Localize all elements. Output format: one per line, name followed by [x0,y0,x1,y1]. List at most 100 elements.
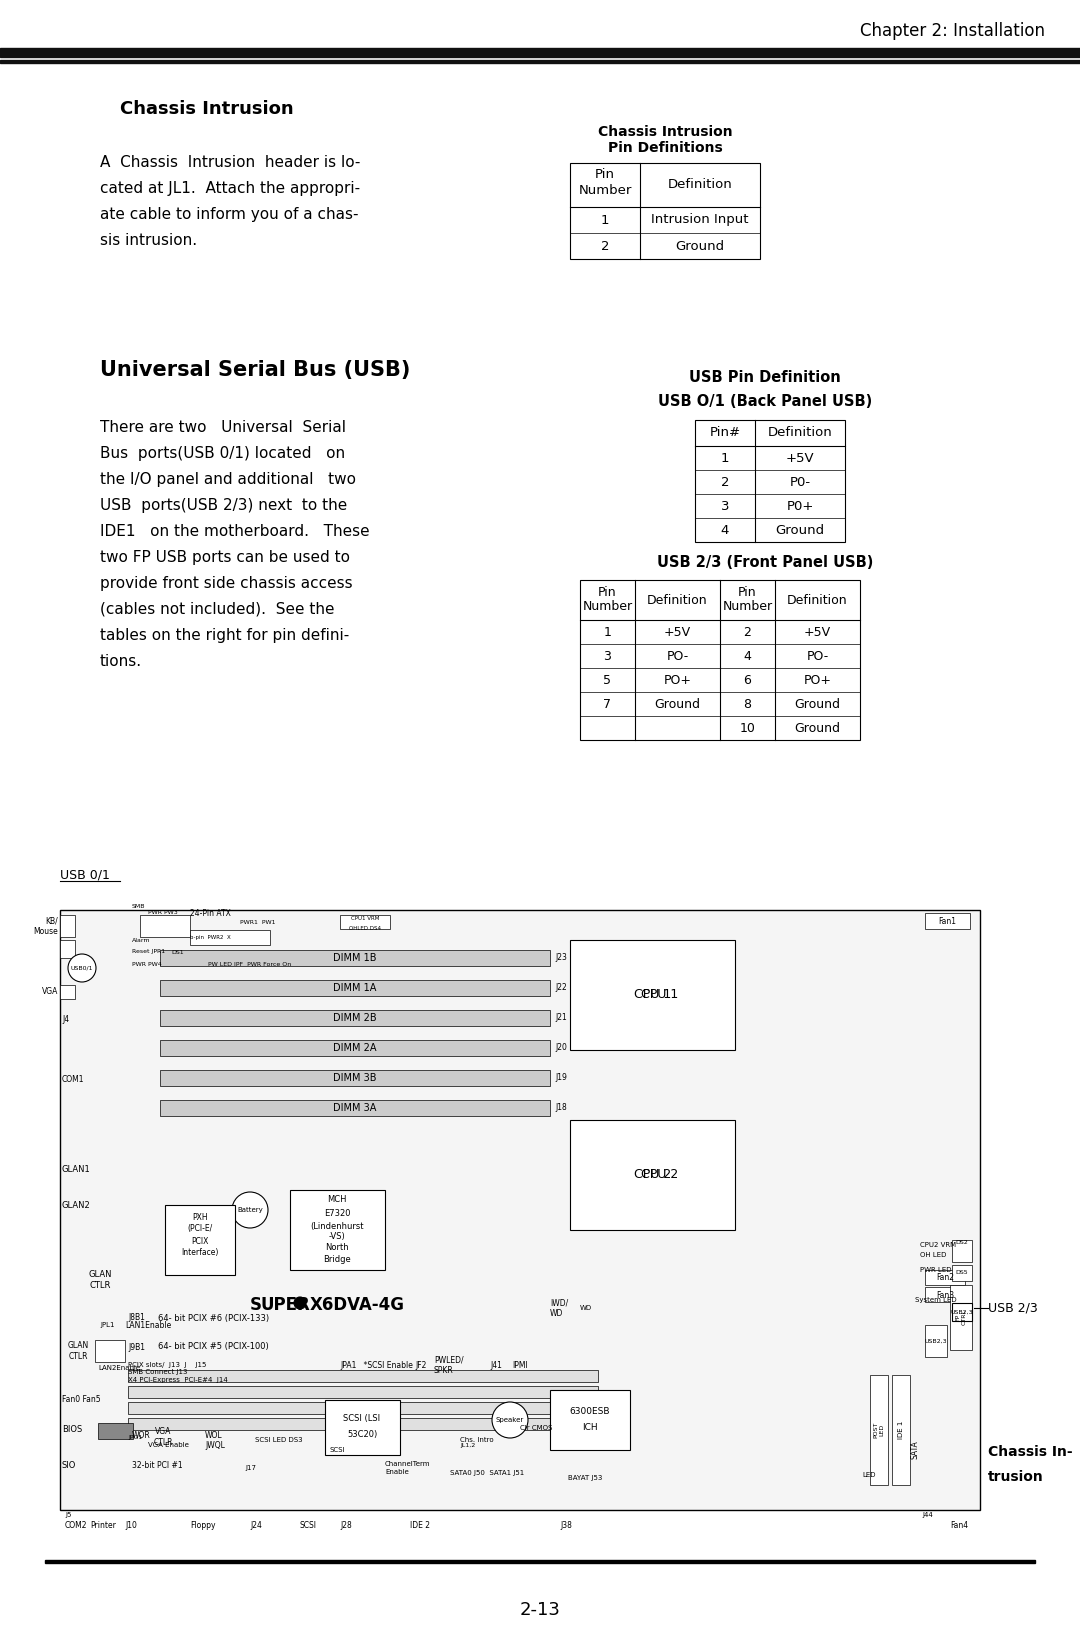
Text: 64- bit PCIX #5 (PCIX-100): 64- bit PCIX #5 (PCIX-100) [158,1343,269,1351]
Text: Ground: Ground [795,721,840,734]
Text: 32-bit PCI #1: 32-bit PCI #1 [132,1460,183,1470]
Text: COM1: COM1 [62,1076,84,1084]
Text: USB  ports(USB 2/3) next  to the: USB ports(USB 2/3) next to the [100,498,348,513]
Text: IDE 1: IDE 1 [897,1421,904,1439]
Text: POST
LED: POST LED [874,1422,885,1439]
Text: 6300ESB: 6300ESB [570,1407,610,1416]
Text: PXH: PXH [192,1213,207,1221]
Bar [160,1040,550,1056]
Text: Bus  ports(USB 0/1) located   on: Bus ports(USB 0/1) located on [100,446,346,460]
Text: DIMM 2A: DIMM 2A [334,1043,377,1053]
Circle shape [294,1297,306,1308]
Text: There are two   Universal  Serial: There are two Universal Serial [100,421,346,436]
Text: 4: 4 [720,523,729,536]
Text: PO-: PO- [666,650,689,663]
Text: DIMM 3B: DIMM 3B [334,1072,377,1082]
Text: sis intrusion.: sis intrusion. [100,233,198,248]
Text: (cables not included).  See the: (cables not included). See the [100,602,335,617]
Text: ate cable to inform you of a chas-: ate cable to inform you of a chas- [100,206,359,223]
Text: Pin: Pin [598,586,617,599]
Bar [60,940,75,959]
Text: 1: 1 [720,452,729,465]
Text: Clr CMOS: Clr CMOS [519,1426,552,1431]
Text: Reset JPR1: Reset JPR1 [132,949,165,954]
Text: SCSI (LSI: SCSI (LSI [343,1414,380,1422]
Text: USB0/1: USB0/1 [71,965,93,970]
Bar [570,940,735,1049]
Text: PW LED IPF  PWR Force On: PW LED IPF PWR Force On [208,962,292,967]
Text: CPU 1: CPU 1 [642,988,678,1002]
Text: the I/O panel and additional   two: the I/O panel and additional two [100,472,356,487]
Text: Pin: Pin [595,168,615,182]
Text: J21: J21 [555,1013,567,1023]
Text: X4 PCI-Express  PCI-E#4  J14: X4 PCI-Express PCI-E#4 J14 [129,1378,228,1383]
Text: provide front side chassis access: provide front side chassis access [100,576,353,591]
Bar [190,931,270,945]
Text: J8B1: J8B1 [129,1313,145,1323]
Bar [60,916,75,937]
Bar [129,1402,598,1414]
Text: DIMM 3A: DIMM 3A [334,1102,377,1114]
Text: DS1: DS1 [172,949,185,954]
Text: LED: LED [862,1472,876,1478]
Text: E7320: E7320 [324,1209,350,1218]
Bar [550,1389,630,1450]
Text: DIMM 1B: DIMM 1B [334,954,377,964]
Text: Chs. Intro: Chs. Intro [460,1437,494,1444]
Text: IPMI: IPMI [512,1361,528,1370]
Text: 2-13: 2-13 [519,1600,561,1619]
Text: J4: J4 [62,1015,69,1025]
Text: 53C20): 53C20) [347,1429,377,1439]
Text: WOL: WOL [205,1431,222,1439]
Text: 4: 4 [743,650,752,663]
Circle shape [492,1402,528,1439]
Text: USB Pin Definition: USB Pin Definition [689,370,841,384]
Text: Definition: Definition [787,594,848,607]
Text: COM2: COM2 [65,1521,87,1530]
Text: Ground: Ground [795,698,840,711]
Bar [160,950,550,965]
Text: PO+: PO+ [804,673,832,686]
Bar [0,59,1080,63]
Text: +5V: +5V [664,625,691,639]
Text: S: S [249,1295,262,1313]
Text: Definition: Definition [768,426,833,439]
Text: VGA: VGA [42,987,58,997]
Bar [160,1069,550,1086]
Text: P0-: P0- [789,475,811,488]
Text: CPU2 VRM: CPU2 VRM [920,1242,956,1247]
Text: SMB Connect J13: SMB Connect J13 [129,1370,188,1374]
Bar [951,1241,972,1262]
Text: WOR: WOR [132,1431,151,1439]
Text: Pin#: Pin# [710,426,741,439]
Text: trusion: trusion [988,1470,1043,1483]
Text: tables on the right for pin defini-: tables on the right for pin defini- [100,629,349,644]
Bar [129,1417,598,1431]
Text: GLAN2: GLAN2 [62,1201,91,1209]
Text: Printer: Printer [90,1521,116,1530]
Bar [60,911,980,1510]
Bar [291,1190,384,1270]
Text: 5: 5 [604,673,611,686]
Text: Number: Number [578,185,632,198]
Bar [165,1204,235,1275]
Text: BIOS: BIOS [62,1426,82,1434]
Bar [129,1370,598,1383]
Text: IWD/
WD: IWD/ WD [550,1299,568,1318]
Text: USB 2/3: USB 2/3 [988,1302,1038,1315]
Text: 7: 7 [604,698,611,711]
Text: Chapter 2: Installation: Chapter 2: Installation [860,21,1045,40]
Text: ICH: ICH [582,1424,598,1432]
Text: North: North [325,1244,349,1252]
Bar [924,1287,966,1302]
Text: JPL1: JPL1 [100,1322,114,1328]
Text: +5V: +5V [785,452,814,465]
Text: J41: J41 [490,1361,502,1370]
Text: PWR PW4: PWR PW4 [132,962,162,967]
Text: 10: 10 [740,721,755,734]
Text: Ground: Ground [654,698,701,711]
Text: Fan4: Fan4 [950,1521,968,1530]
Bar [98,1422,133,1439]
Bar [892,1374,910,1485]
Bar [95,1340,125,1361]
